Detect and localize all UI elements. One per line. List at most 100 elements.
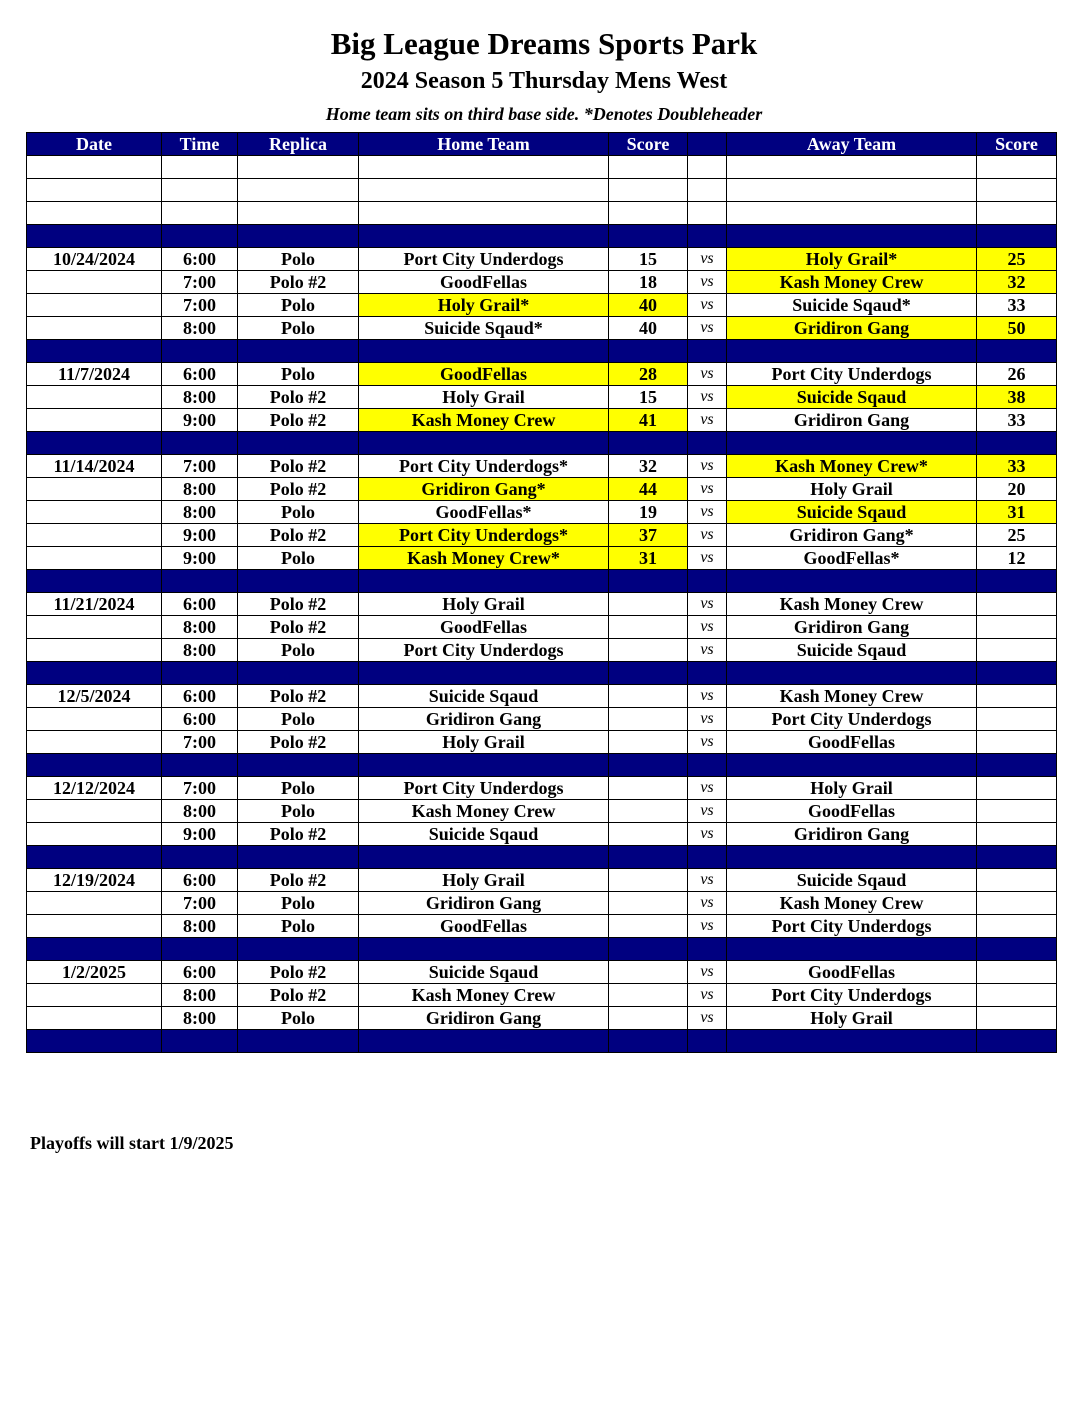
week-separator bbox=[26, 1029, 1057, 1053]
week-separator bbox=[26, 845, 1057, 869]
cell-home bbox=[358, 431, 609, 455]
cell-replica: Polo #2 bbox=[237, 454, 359, 478]
cell-date bbox=[26, 638, 162, 662]
cell-date bbox=[26, 937, 162, 961]
cell-vs: vs bbox=[687, 293, 727, 317]
cell-vs: vs bbox=[687, 546, 727, 570]
cell-vs: vs bbox=[687, 730, 727, 754]
cell-vs bbox=[687, 178, 727, 202]
cell-away: Port City Underdogs bbox=[726, 914, 977, 938]
cell-time: 7:00 bbox=[161, 270, 238, 294]
cell-date: 12/5/2024 bbox=[26, 684, 162, 708]
cell-date bbox=[26, 316, 162, 340]
cell-date bbox=[26, 523, 162, 547]
cell-away-score bbox=[976, 730, 1057, 754]
cell-time bbox=[161, 845, 238, 869]
cell-vs: vs bbox=[687, 270, 727, 294]
cell-away: Gridiron Gang bbox=[726, 408, 977, 432]
cell-vs bbox=[687, 201, 727, 225]
cell-date: 10/24/2024 bbox=[26, 247, 162, 271]
cell-vs bbox=[687, 339, 727, 363]
cell-away: Holy Grail bbox=[726, 1006, 977, 1030]
cell-away-score bbox=[976, 615, 1057, 639]
cell-date bbox=[26, 155, 162, 179]
cell-away-score: 25 bbox=[976, 523, 1057, 547]
cell-time bbox=[161, 201, 238, 225]
blank-row bbox=[26, 155, 1057, 179]
cell-away: Gridiron Gang* bbox=[726, 523, 977, 547]
cell-time bbox=[161, 155, 238, 179]
cell-home bbox=[358, 753, 609, 777]
cell-home-score bbox=[608, 845, 688, 869]
cell-home bbox=[358, 1029, 609, 1053]
col-date: Date bbox=[26, 132, 162, 156]
cell-replica: Polo #2 bbox=[237, 822, 359, 846]
cell-replica: Polo #2 bbox=[237, 408, 359, 432]
cell-away-score bbox=[976, 1006, 1057, 1030]
cell-away-score bbox=[976, 155, 1057, 179]
cell-away-score bbox=[976, 339, 1057, 363]
cell-date bbox=[26, 339, 162, 363]
cell-vs bbox=[687, 845, 727, 869]
cell-home-score bbox=[608, 661, 688, 685]
cell-away-score bbox=[976, 937, 1057, 961]
cell-date: 12/19/2024 bbox=[26, 868, 162, 892]
cell-replica bbox=[237, 753, 359, 777]
cell-home: Gridiron Gang* bbox=[358, 477, 609, 501]
cell-replica bbox=[237, 339, 359, 363]
cell-away bbox=[726, 1029, 977, 1053]
cell-time bbox=[161, 1029, 238, 1053]
cell-vs bbox=[687, 661, 727, 685]
cell-date bbox=[26, 477, 162, 501]
cell-away-score bbox=[976, 914, 1057, 938]
cell-vs bbox=[687, 1029, 727, 1053]
cell-vs: vs bbox=[687, 316, 727, 340]
cell-home bbox=[358, 661, 609, 685]
cell-away-score: 25 bbox=[976, 247, 1057, 271]
cell-home-score bbox=[608, 638, 688, 662]
game-row: 8:00 Polo Suicide Sqaud* 40 vs Gridiron Gang 5… bbox=[26, 316, 1057, 340]
cell-date: 1/2/2025 bbox=[26, 960, 162, 984]
cell-home-score bbox=[608, 822, 688, 846]
cell-time: 7:00 bbox=[161, 891, 238, 915]
cell-vs bbox=[687, 937, 727, 961]
cell-home: Gridiron Gang bbox=[358, 891, 609, 915]
cell-replica: Polo #2 bbox=[237, 477, 359, 501]
cell-replica: Polo bbox=[237, 891, 359, 915]
cell-home-score bbox=[608, 201, 688, 225]
cell-date bbox=[26, 1006, 162, 1030]
game-row: 8:00 Polo Kash Money Crew vs GoodFellas bbox=[26, 799, 1057, 823]
cell-away: Kash Money Crew bbox=[726, 592, 977, 616]
cell-vs: vs bbox=[687, 684, 727, 708]
cell-away bbox=[726, 753, 977, 777]
cell-replica bbox=[237, 569, 359, 593]
cell-replica: Polo #2 bbox=[237, 592, 359, 616]
cell-home-score bbox=[608, 684, 688, 708]
cell-home: GoodFellas bbox=[358, 914, 609, 938]
cell-away: Gridiron Gang bbox=[726, 822, 977, 846]
cell-date bbox=[26, 270, 162, 294]
cell-vs: vs bbox=[687, 592, 727, 616]
cell-replica: Polo bbox=[237, 500, 359, 524]
cell-home: Port City Underdogs bbox=[358, 776, 609, 800]
game-row: 9:00 Polo #2 Suicide Sqaud vs Gridiron Gang bbox=[26, 822, 1057, 846]
cell-away-score bbox=[976, 845, 1057, 869]
cell-time: 7:00 bbox=[161, 730, 238, 754]
cell-away bbox=[726, 155, 977, 179]
cell-away-score bbox=[976, 960, 1057, 984]
cell-away: Kash Money Crew bbox=[726, 270, 977, 294]
cell-home-score bbox=[608, 1029, 688, 1053]
cell-time: 9:00 bbox=[161, 546, 238, 570]
cell-away-score: 38 bbox=[976, 385, 1057, 409]
cell-away bbox=[726, 661, 977, 685]
cell-vs: vs bbox=[687, 707, 727, 731]
cell-time bbox=[161, 224, 238, 248]
cell-time: 8:00 bbox=[161, 799, 238, 823]
cell-replica: Polo bbox=[237, 799, 359, 823]
cell-away bbox=[726, 937, 977, 961]
game-row: 11/7/2024 6:00 Polo GoodFellas 28 vs Port City… bbox=[26, 362, 1057, 386]
week-separator bbox=[26, 937, 1057, 961]
cell-date bbox=[26, 891, 162, 915]
cell-date bbox=[26, 1029, 162, 1053]
cell-vs bbox=[687, 753, 727, 777]
